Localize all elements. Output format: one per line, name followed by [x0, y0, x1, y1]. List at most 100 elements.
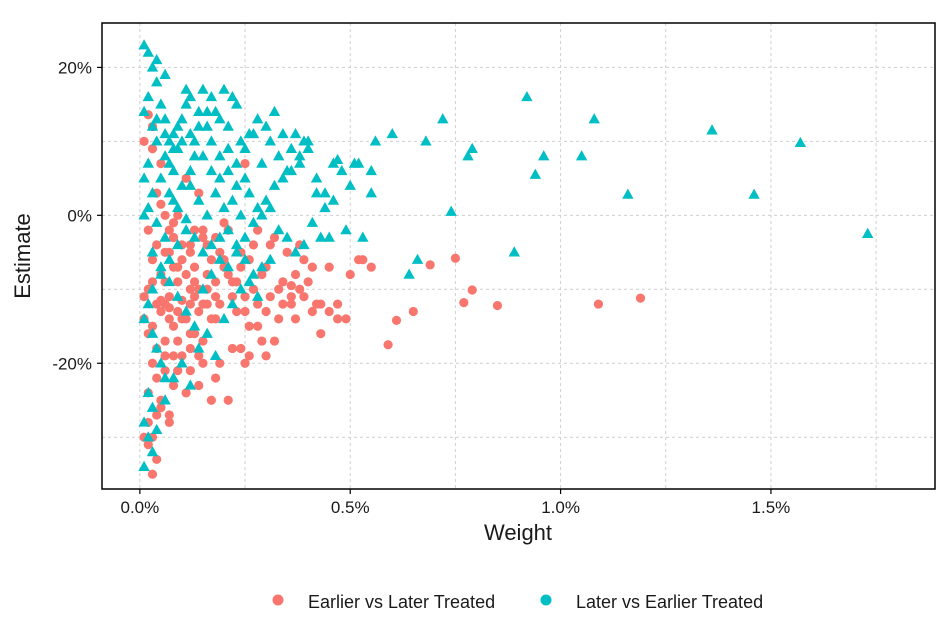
plot-panel-border	[101, 22, 936, 490]
point-later-vs-earlier	[146, 446, 159, 457]
point-later-vs-earlier	[281, 164, 293, 176]
point-earlier-vs-later	[194, 380, 204, 391]
point-later-vs-earlier	[403, 268, 415, 279]
point-earlier-vs-later	[366, 262, 376, 272]
point-earlier-vs-later	[168, 262, 179, 272]
point-earlier-vs-later	[185, 366, 195, 376]
point-later-vs-earlier	[218, 201, 230, 213]
point-later-vs-earlier	[150, 76, 163, 87]
point-later-vs-earlier	[184, 379, 197, 390]
point-later-vs-earlier	[243, 127, 255, 139]
point-earlier-vs-later	[311, 299, 322, 309]
point-earlier-vs-later	[232, 306, 242, 317]
point-later-vs-earlier	[150, 135, 163, 146]
point-later-vs-earlier	[289, 246, 302, 257]
point-later-vs-earlier	[251, 201, 264, 213]
point-later-vs-earlier	[193, 120, 205, 131]
point-later-vs-earlier	[222, 120, 234, 131]
point-later-vs-earlier	[256, 261, 268, 272]
point-later-vs-earlier	[146, 327, 159, 338]
point-later-vs-earlier	[142, 157, 154, 168]
point-later-vs-earlier	[138, 172, 150, 183]
point-later-vs-earlier	[508, 246, 520, 257]
point-later-vs-earlier	[529, 168, 542, 179]
point-earlier-vs-later	[168, 321, 179, 331]
point-earlier-vs-later	[156, 306, 166, 317]
point-later-vs-earlier	[209, 187, 222, 198]
point-later-vs-earlier	[437, 113, 449, 124]
point-later-vs-earlier	[239, 231, 251, 242]
point-earlier-vs-later	[147, 255, 158, 265]
point-later-vs-earlier	[226, 194, 239, 205]
point-earlier-vs-later	[185, 284, 195, 294]
point-later-vs-earlier	[205, 238, 218, 250]
point-earlier-vs-later	[160, 366, 170, 376]
point-later-vs-earlier	[588, 113, 600, 124]
point-later-vs-earlier	[163, 157, 176, 168]
point-later-vs-earlier	[209, 349, 222, 361]
point-earlier-vs-later	[332, 299, 343, 309]
point-later-vs-earlier	[310, 187, 323, 198]
point-later-vs-earlier	[294, 157, 306, 168]
point-later-vs-earlier	[142, 298, 154, 309]
point-earlier-vs-later	[147, 277, 158, 287]
point-earlier-vs-later	[425, 260, 435, 270]
point-later-vs-earlier	[150, 53, 163, 65]
point-later-vs-earlier	[260, 194, 272, 205]
point-later-vs-earlier	[222, 142, 234, 153]
point-earlier-vs-later	[341, 314, 351, 324]
point-earlier-vs-later	[210, 373, 221, 383]
point-earlier-vs-later	[248, 240, 259, 250]
point-earlier-vs-later	[253, 321, 263, 331]
point-earlier-vs-later	[299, 255, 309, 265]
point-earlier-vs-later	[240, 292, 250, 302]
point-later-vs-earlier	[188, 231, 201, 242]
point-later-vs-earlier	[155, 98, 167, 109]
point-earlier-vs-later	[198, 358, 208, 368]
point-earlier-vs-later	[156, 199, 166, 209]
point-later-vs-earlier	[272, 150, 285, 161]
point-earlier-vs-later	[593, 299, 604, 309]
y-axis-label: Estimate	[10, 213, 35, 299]
point-earlier-vs-later	[173, 336, 183, 346]
point-later-vs-earlier	[176, 357, 188, 368]
point-later-vs-earlier	[315, 231, 327, 242]
point-later-vs-earlier	[344, 179, 356, 190]
point-later-vs-earlier	[176, 179, 188, 190]
point-later-vs-earlier	[138, 39, 150, 50]
point-earlier-vs-later	[265, 292, 275, 302]
point-later-vs-earlier	[336, 164, 348, 176]
point-earlier-vs-later	[139, 292, 149, 302]
point-earlier-vs-later	[332, 314, 343, 324]
point-later-vs-earlier	[230, 98, 243, 109]
point-earlier-vs-later	[185, 240, 195, 250]
point-later-vs-earlier	[306, 216, 319, 227]
point-earlier-vs-later	[240, 358, 250, 368]
point-later-vs-earlier	[150, 113, 163, 124]
point-earlier-vs-later	[206, 395, 216, 405]
point-earlier-vs-later	[160, 351, 170, 361]
legend-label-earlier-vs-later: Earlier vs Later Treated	[308, 592, 495, 612]
point-later-vs-earlier	[167, 372, 180, 383]
legend-marker-earlier-vs-later	[272, 594, 284, 606]
point-later-vs-earlier	[281, 231, 293, 242]
point-later-vs-earlier	[331, 153, 344, 165]
point-earlier-vs-later	[143, 440, 153, 450]
point-later-vs-earlier	[205, 90, 218, 102]
point-earlier-vs-later	[324, 306, 334, 317]
point-later-vs-earlier	[159, 150, 171, 161]
point-later-vs-earlier	[205, 164, 218, 176]
point-earlier-vs-later	[232, 277, 242, 287]
point-earlier-vs-later	[177, 255, 187, 265]
point-later-vs-earlier	[268, 105, 281, 116]
point-earlier-vs-later	[181, 269, 191, 280]
point-earlier-vs-later	[227, 292, 238, 302]
x-tick-label: 0.0%	[120, 498, 159, 517]
point-later-vs-earlier	[146, 401, 159, 412]
point-later-vs-earlier	[142, 46, 154, 57]
point-earlier-vs-later	[173, 277, 183, 287]
point-later-vs-earlier	[205, 268, 218, 279]
point-earlier-vs-later	[147, 144, 158, 154]
point-later-vs-earlier	[167, 142, 180, 153]
